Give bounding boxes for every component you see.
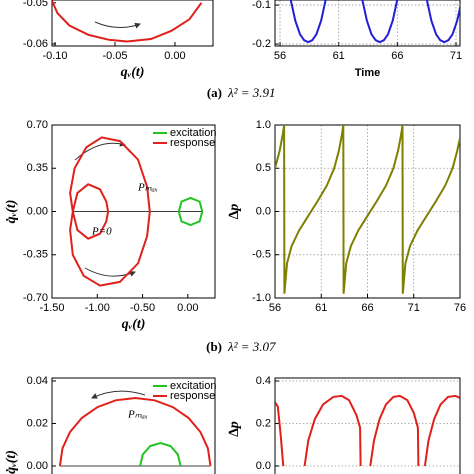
- x-tick-label: -0.10: [42, 50, 67, 62]
- plot-frame: [51, 377, 216, 474]
- y-tick-label: 0.04: [27, 375, 48, 387]
- x-tick-label: 61: [333, 50, 345, 62]
- y-tick-label: 0.2: [256, 417, 271, 429]
- plot-frame: [274, 124, 461, 299]
- series-line: [177, 196, 204, 227]
- legend-label: response: [170, 137, 215, 149]
- x-tick-label: -0.05: [102, 50, 127, 62]
- series-line: [289, 0, 460, 44]
- y-tick-label: -0.1: [252, 0, 271, 11]
- direction-arrow: [84, 267, 136, 277]
- y-tick-label: 0.4: [256, 375, 271, 387]
- chart: -0.10 -0.05 0.00 -0.06 -0.05 qᵥ(t): [23, 0, 214, 80]
- legend-label: response: [170, 390, 215, 402]
- caption-text: λ² = 3.91: [227, 85, 276, 100]
- y-tick-label: 0.5: [256, 162, 271, 174]
- y-tick-label: 0.0: [256, 460, 271, 472]
- annotation: P=0: [91, 226, 112, 238]
- direction-arrow: [74, 140, 126, 161]
- x-tick-label: 66: [391, 50, 403, 62]
- annotation: Pₘₐₓ: [137, 182, 158, 194]
- series-line: [69, 136, 151, 287]
- caption-label: (a): [207, 85, 222, 100]
- x-tick-label: 66: [361, 302, 373, 314]
- y-axis-label: ∆p: [227, 204, 242, 220]
- y-tick-label: 1.0: [256, 119, 271, 131]
- plot-frame: [274, 0, 461, 47]
- caption-text: λ² = 3.07: [227, 339, 276, 354]
- annotation: Pₘₐₓ: [127, 409, 148, 421]
- plot-frame: [51, 124, 216, 299]
- series-line: [52, 0, 203, 43]
- x-tick-label: 56: [269, 302, 281, 314]
- x-axis-label: Time: [355, 67, 380, 79]
- chart: -1.50 -1.00 -0.50 0.00 0.70 0.35 0.00 -0.35 -0.7…: [4, 119, 216, 332]
- y-tick-label: 0.00: [27, 460, 48, 472]
- y-tick-label: 0.0: [256, 205, 271, 217]
- x-tick-label: 61: [315, 302, 327, 314]
- series-line: [139, 441, 182, 467]
- series-line: [58, 396, 212, 467]
- plot-frame: [274, 377, 461, 474]
- y-tick-label: -1.0: [252, 292, 271, 304]
- series-line: [275, 125, 460, 294]
- x-tick-label: 76: [454, 302, 466, 314]
- plot-frame: [51, 0, 214, 47]
- legend-label: excitation: [170, 380, 216, 392]
- chart: 0.4 0.2 0.0 ∆p: [227, 375, 461, 474]
- x-tick-label: -1.00: [85, 302, 110, 314]
- direction-arrow: [94, 21, 141, 29]
- y-tick-label: -0.35: [23, 249, 48, 261]
- y-axis-label: q̇ᵥ(t): [4, 450, 19, 474]
- y-tick-label: 0.70: [27, 119, 48, 131]
- direction-arrow: [91, 390, 146, 399]
- x-axis-label: qᵥ(t): [121, 65, 145, 80]
- caption-label: (b): [206, 339, 222, 354]
- x-tick-label: -1.50: [39, 302, 64, 314]
- y-tick-label: 0.02: [27, 417, 48, 429]
- chart: 56 61 66 71 -0.2 -0.1 Time: [252, 0, 462, 79]
- y-tick-label: 0.00: [27, 205, 48, 217]
- y-tick-label: -0.2: [252, 38, 271, 50]
- x-axis-label: qᵥ(t): [122, 317, 146, 332]
- x-tick-label: 56: [274, 50, 286, 62]
- y-tick-label: -0.5: [252, 249, 271, 261]
- legend-label: excitation: [170, 127, 216, 139]
- x-tick-label: -0.50: [130, 302, 155, 314]
- y-axis-label: ∆p: [227, 421, 242, 437]
- chart: 56 61 66 71 76 1.0 0.5 0.0 -0.5 -1.0 ∆p: [227, 119, 466, 314]
- x-tick-label: 71: [408, 302, 420, 314]
- series-line: [275, 394, 460, 467]
- x-tick-label: 71: [450, 50, 462, 62]
- x-tick-label: 0.00: [177, 302, 198, 314]
- y-tick-label: -0.06: [23, 38, 48, 50]
- y-axis-label: q̇ᵥ(t): [4, 200, 19, 224]
- y-tick-label: 0.35: [27, 162, 48, 174]
- y-tick-label: -0.05: [23, 0, 48, 9]
- x-tick-label: 0.00: [164, 50, 185, 62]
- y-tick-label: -0.70: [23, 292, 48, 304]
